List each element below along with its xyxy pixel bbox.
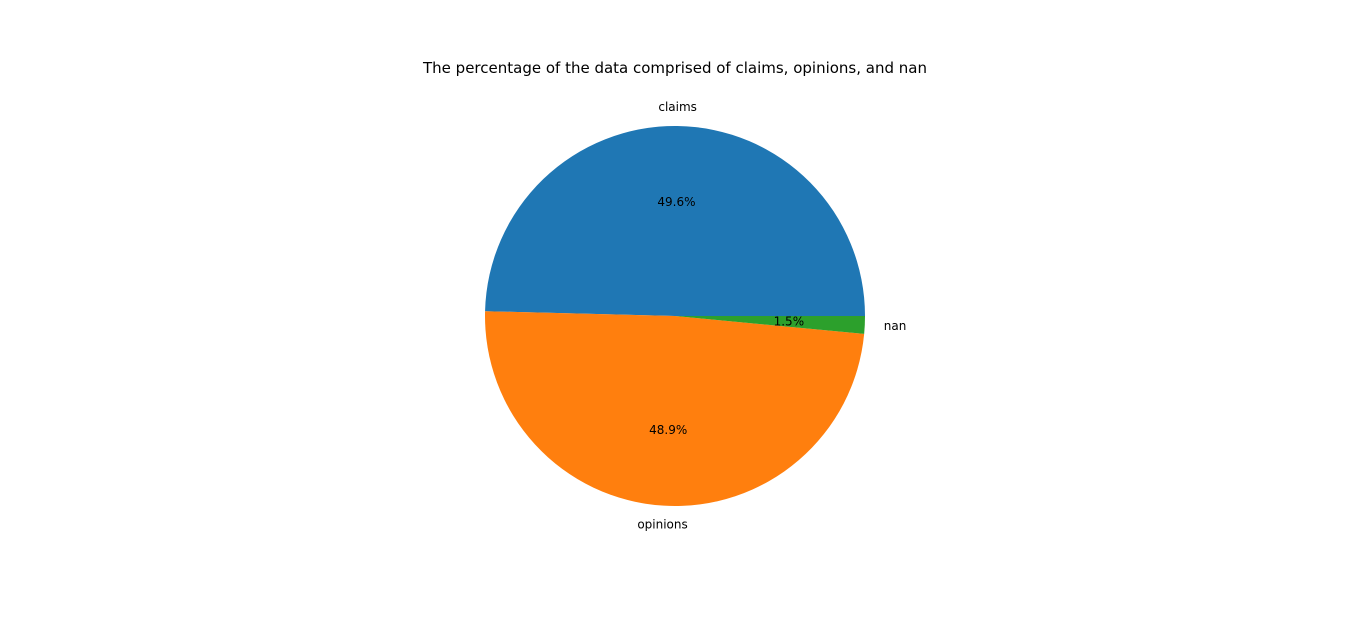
pie-slices	[484, 125, 865, 507]
slice-pct-nan: 1.5%	[774, 314, 805, 328]
slice-pct-opinions: 48.9%	[649, 423, 687, 437]
pie-slice-opinions	[484, 311, 865, 507]
slice-label-nan: nan	[884, 319, 907, 333]
slice-label-claims: claims	[658, 100, 697, 114]
slice-label-opinions: opinions	[637, 518, 687, 532]
pie-labels: claims 49.6% opinions 48.9% nan 1.5%	[637, 100, 906, 532]
pie-slice-claims	[485, 125, 865, 316]
slice-pct-claims: 49.6%	[657, 195, 695, 209]
pie-slice-nan	[675, 316, 865, 334]
chart-title: The percentage of the data comprised of …	[422, 59, 927, 77]
